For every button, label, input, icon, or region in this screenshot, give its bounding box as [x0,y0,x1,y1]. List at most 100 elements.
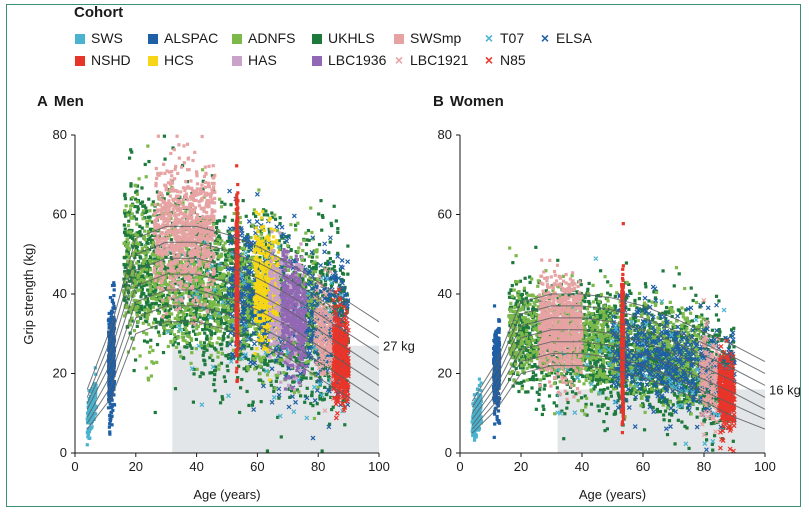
data-point [296,250,300,254]
data-point [218,197,222,201]
data-point [148,284,152,288]
data-point [146,271,150,275]
data-point [229,310,233,314]
data-point [148,215,152,219]
data-point [253,321,257,325]
data-point [145,297,150,301]
data-point [152,250,156,254]
data-point [208,242,212,246]
data-point [138,271,143,275]
legend-label: LBC1921 [410,52,469,68]
data-point [198,282,202,286]
data-point [177,143,181,147]
data-point [167,318,171,322]
data-point [213,264,218,268]
data-point [136,275,140,279]
data-point [195,268,200,272]
data-point [154,257,159,261]
data-point [182,277,186,281]
data-point [296,221,300,225]
data-point [278,281,283,285]
data-point [311,261,315,265]
data-point [268,344,272,349]
data-point [222,331,226,335]
legend-cross-marker: × [394,52,404,68]
data-point [192,367,196,372]
data-point [259,236,263,240]
data-point [173,316,177,320]
data-point [201,275,205,279]
data-point [166,192,170,196]
data-point [212,382,216,387]
data-point [222,284,227,288]
data-point [194,275,198,279]
data-point [144,268,149,272]
data-point [187,308,191,312]
data-point [157,311,161,315]
data-point [141,261,145,265]
data-point [216,355,220,359]
data-point [310,304,314,309]
data-point [134,197,138,201]
legend-item-adnfs: ADNFS [232,30,295,48]
data-point [125,286,129,290]
data-point [206,313,210,317]
data-point [219,361,224,365]
data-point [221,246,225,250]
data-point [336,230,340,234]
data-point [125,255,129,259]
data-point [231,238,235,242]
data-point [218,401,223,405]
data-point [137,264,141,268]
data-point [150,244,154,248]
data-point [151,200,155,204]
data-point [282,353,286,357]
data-point [320,270,324,275]
data-point [139,316,143,321]
data-point [226,356,231,360]
data-point [151,241,155,245]
data-point [212,282,216,286]
data-point [189,310,193,314]
data-point [216,336,221,340]
data-point [229,304,233,308]
data-point [258,255,262,260]
data-point [315,255,319,259]
data-point [305,386,309,390]
data-point [211,275,216,280]
data-point [153,203,158,207]
data-point [203,359,207,363]
data-point [329,284,334,288]
data-point [250,282,254,286]
data-point [223,202,227,206]
data-point [244,214,248,218]
data-point [238,221,243,225]
data-point [146,233,150,237]
data-point [192,313,196,317]
data-point [189,210,193,214]
data-point [285,348,290,352]
data-point [304,314,309,318]
data-point [131,195,135,200]
data-point [202,294,207,298]
data-point [145,302,149,306]
data-point [208,246,212,250]
data-point [307,238,311,242]
data-point [135,192,139,196]
data-point [162,282,166,286]
data-point [200,288,205,292]
data-point [304,252,308,256]
data-point [290,389,294,393]
data-point [322,366,326,371]
data-point [149,338,153,342]
data-point [230,319,234,324]
data-point [179,282,183,286]
legend-label: NSHD [91,52,131,68]
data-point [284,235,288,239]
data-point [236,357,241,361]
data-point [251,400,255,404]
data-point [215,263,220,267]
data-point [273,386,277,390]
data-point [143,238,147,242]
data-point [150,220,154,224]
